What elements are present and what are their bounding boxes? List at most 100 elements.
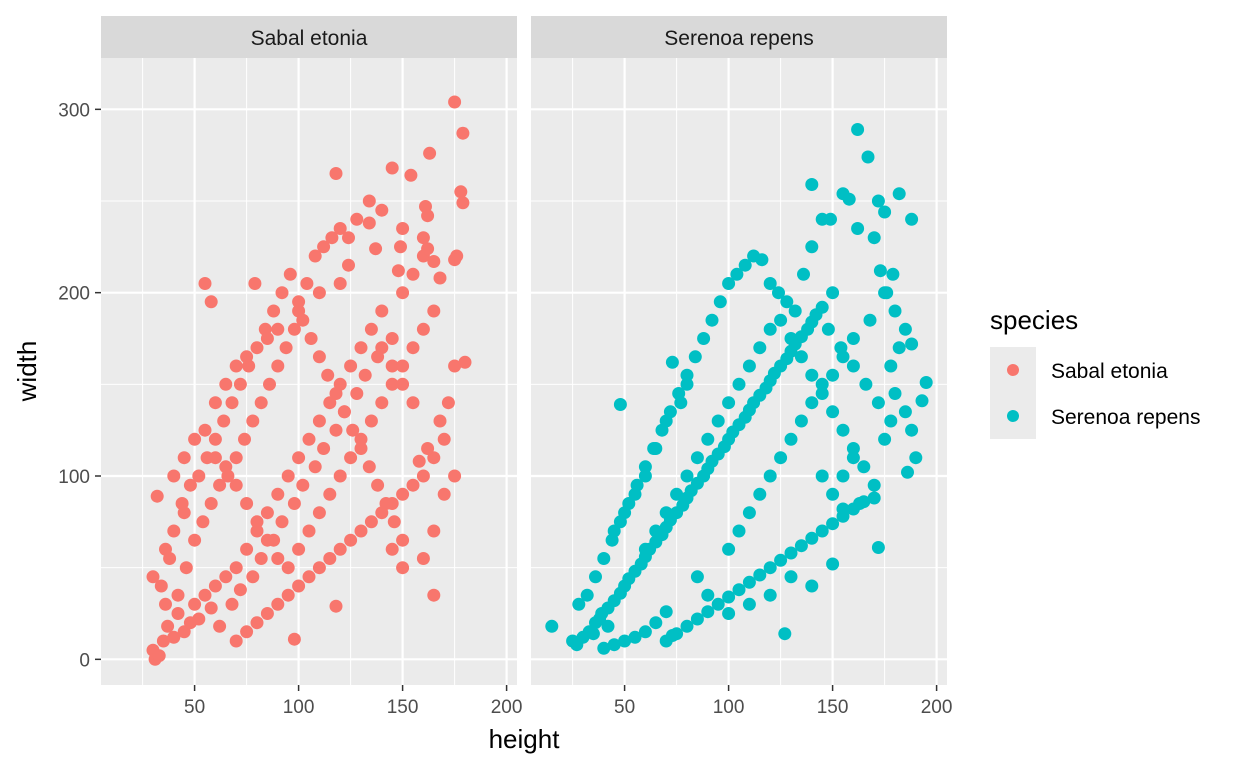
data-point — [898, 322, 912, 336]
data-point — [905, 337, 919, 351]
data-point — [362, 460, 376, 474]
data-point — [217, 414, 231, 428]
data-point — [188, 597, 202, 611]
data-point — [302, 524, 316, 538]
data-point — [333, 469, 347, 483]
data-point — [784, 546, 798, 560]
data-point — [229, 478, 243, 492]
data-point — [275, 286, 289, 300]
data-point — [183, 478, 197, 492]
data-point — [867, 478, 881, 492]
data-point — [267, 304, 281, 318]
data-point — [248, 277, 262, 290]
data-point — [375, 341, 389, 355]
data-point — [254, 552, 268, 565]
data-point — [649, 616, 663, 630]
data-point — [196, 515, 210, 529]
data-point — [593, 612, 607, 626]
data-point — [815, 377, 829, 391]
data-point — [281, 588, 295, 602]
data-point — [333, 222, 347, 235]
data-point — [871, 194, 885, 208]
data-point — [705, 313, 719, 327]
data-point — [649, 524, 663, 538]
data-point — [753, 341, 767, 355]
data-point — [607, 638, 621, 652]
data-point — [281, 561, 295, 575]
data-point — [204, 295, 218, 309]
data-point — [385, 377, 399, 391]
data-point — [448, 469, 462, 483]
data-point — [150, 489, 164, 503]
data-point — [873, 264, 887, 278]
data-point — [871, 541, 885, 554]
data-point — [406, 396, 420, 410]
data-point — [456, 196, 470, 210]
data-point — [772, 286, 785, 300]
data-point — [371, 478, 385, 492]
legend-key-background — [990, 347, 1036, 439]
data-point — [742, 575, 756, 589]
data-point — [613, 398, 627, 411]
data-point — [323, 487, 337, 501]
data-point — [250, 515, 264, 529]
data-point — [329, 167, 343, 180]
x-tick-label: 50 — [184, 697, 205, 718]
data-point — [396, 359, 410, 373]
data-point — [697, 332, 711, 345]
data-point — [880, 286, 894, 300]
data-point — [690, 451, 704, 465]
data-point — [888, 304, 902, 318]
data-point — [321, 368, 335, 382]
data-point — [192, 469, 206, 483]
data-point — [421, 242, 435, 256]
data-point — [213, 478, 227, 492]
data-point — [545, 619, 559, 633]
data-point — [208, 396, 222, 410]
data-point — [701, 605, 715, 619]
data-point — [784, 332, 798, 345]
data-point — [763, 561, 777, 575]
data-point — [898, 405, 912, 419]
x-tick-label: 150 — [387, 697, 419, 718]
data-point — [198, 588, 212, 602]
data-point — [204, 497, 218, 510]
data-point — [213, 619, 227, 633]
data-point — [279, 341, 293, 355]
data-point — [406, 478, 420, 492]
data-point — [680, 377, 694, 391]
data-point — [312, 414, 326, 428]
x-axis: 50 100 150 200 50 100 150 200 — [184, 685, 952, 718]
data-point — [778, 627, 792, 641]
data-point — [674, 396, 688, 410]
data-point — [385, 332, 399, 345]
data-point — [281, 469, 295, 483]
data-point — [905, 212, 919, 226]
data-point — [167, 524, 181, 538]
data-point — [423, 146, 437, 160]
data-point — [229, 451, 243, 465]
data-point — [364, 414, 378, 428]
data-point — [888, 387, 902, 400]
data-point — [412, 454, 426, 468]
data-point — [842, 192, 856, 206]
data-point — [219, 377, 233, 391]
data-point — [701, 588, 715, 602]
y-axis: 0 100 200 300 — [58, 100, 101, 671]
data-point — [177, 625, 191, 639]
x-tick-label: 200 — [921, 697, 953, 718]
strip-label-sabal-etonia: Sabal etonia — [251, 27, 368, 50]
data-point — [659, 506, 673, 520]
data-point — [597, 641, 611, 655]
data-point — [229, 359, 243, 373]
data-point — [836, 469, 850, 483]
data-point — [826, 368, 840, 382]
data-point — [250, 524, 264, 538]
data-point — [794, 350, 808, 364]
data-point — [156, 634, 170, 648]
facet-panels: Sabal etonia Serenoa repens — [101, 16, 947, 685]
data-point — [171, 607, 185, 620]
data-point — [323, 396, 337, 410]
data-point — [364, 515, 378, 529]
data-point — [312, 506, 326, 520]
